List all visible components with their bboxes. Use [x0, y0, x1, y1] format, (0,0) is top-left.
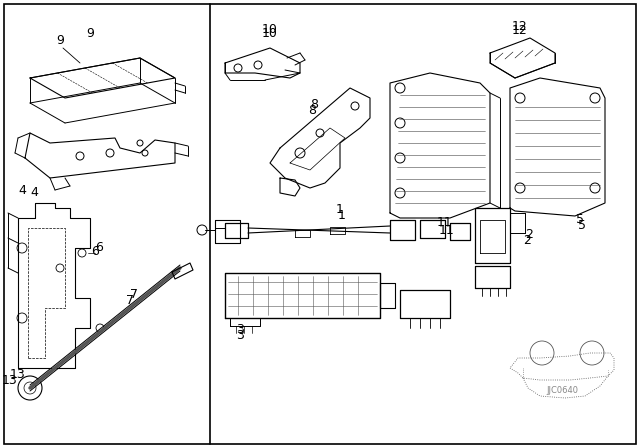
Text: 4: 4	[18, 184, 26, 197]
Text: 5: 5	[578, 219, 586, 232]
Text: 8: 8	[310, 98, 318, 111]
Text: 11: 11	[437, 216, 453, 229]
Text: 9: 9	[86, 26, 94, 39]
Text: JJC0640: JJC0640	[546, 386, 578, 395]
Text: 5: 5	[576, 213, 584, 226]
Text: 1: 1	[338, 208, 346, 221]
Text: 3: 3	[236, 328, 244, 341]
Text: 12: 12	[512, 23, 528, 36]
Text: 10: 10	[262, 26, 278, 39]
Text: 8: 8	[308, 103, 316, 116]
Text: 12: 12	[512, 20, 528, 33]
Text: 13: 13	[2, 374, 18, 387]
Text: 7: 7	[130, 288, 138, 301]
Text: 7: 7	[126, 293, 134, 306]
Text: 4: 4	[30, 186, 38, 199]
Text: 11: 11	[439, 224, 455, 237]
Text: 13: 13	[10, 368, 26, 381]
Text: 9: 9	[56, 34, 64, 47]
Text: 2: 2	[525, 228, 533, 241]
Text: 6: 6	[95, 241, 103, 254]
Text: 10: 10	[262, 23, 278, 36]
Text: 1: 1	[336, 203, 344, 216]
Text: 2: 2	[523, 233, 531, 246]
Text: 3: 3	[236, 323, 244, 336]
Text: 6: 6	[91, 245, 99, 258]
